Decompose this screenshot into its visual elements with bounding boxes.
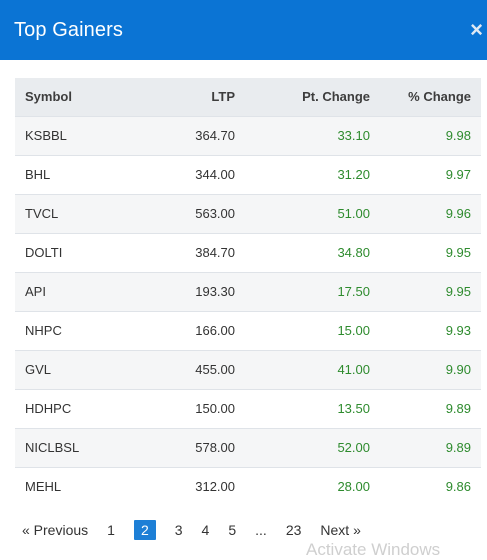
gainers-table-container: Symbol LTP Pt. Change % Change KSBBL 364… [0,60,487,506]
table-row[interactable]: KSBBL 364.70 33.10 9.98 [15,116,481,155]
page-link-5[interactable]: 5 [228,522,237,538]
page-link-2-active[interactable]: 2 [133,520,156,540]
pt-change-cell: 52.00 [337,440,370,455]
page-link-23[interactable]: 23 [285,522,302,538]
table-row[interactable]: MEHL 312.00 28.00 9.86 [15,467,481,506]
symbol-cell: MEHL [25,479,62,495]
pt-change-cell: 34.80 [337,245,370,260]
pct-change-cell: 9.95 [445,245,471,260]
next-page-link[interactable]: Next » [320,522,361,538]
page-ellipsis: ... [255,522,267,538]
pt-change-cell: 15.00 [337,323,370,338]
column-header-symbol[interactable]: Symbol [25,89,72,105]
symbol-cell: NICLBSL [25,440,80,455]
table-row[interactable]: HDHPC 150.00 13.50 9.89 [15,389,481,428]
column-header-ltp[interactable]: LTP [211,89,235,105]
pt-change-cell: 13.50 [337,401,370,416]
symbol-cell: DOLTI [25,245,63,260]
table-row[interactable]: API 193.30 17.50 9.95 [15,272,481,311]
pt-change-cell: 28.00 [337,479,370,495]
gainers-table: Symbol LTP Pt. Change % Change KSBBL 364… [15,78,481,506]
ltp-cell: 344.00 [195,167,235,182]
pt-change-cell: 17.50 [337,284,370,299]
pct-change-cell: 9.95 [445,284,471,299]
pt-change-cell: 51.00 [337,206,370,221]
symbol-cell: KSBBL [25,128,67,143]
table-row[interactable]: DOLTI 384.70 34.80 9.95 [15,233,481,272]
ltp-cell: 166.00 [195,323,235,338]
column-header-pt-change[interactable]: Pt. Change [302,89,370,105]
modal-header: Top Gainers × [0,0,487,60]
pct-change-cell: 9.89 [445,440,471,455]
ltp-cell: 312.00 [195,479,235,495]
ltp-cell: 384.70 [195,245,235,260]
pct-change-cell: 9.90 [445,362,471,377]
ltp-cell: 563.00 [195,206,235,221]
symbol-cell: NHPC [25,323,62,338]
activate-windows-watermark: Activate Windows [306,540,441,559]
pct-change-cell: 9.97 [445,167,471,182]
pct-change-cell: 9.96 [445,206,471,221]
pct-change-cell: 9.89 [445,401,471,416]
symbol-cell: API [25,284,46,299]
page-link-1[interactable]: 1 [107,522,115,538]
pagination: « Previous 1 2 3 4 5 ... 23 Next » [22,520,380,540]
symbol-cell: GVL [25,362,52,377]
previous-page-link[interactable]: « Previous [22,522,89,538]
pct-change-cell: 9.93 [445,323,471,338]
symbol-cell: TVCL [25,206,59,221]
symbol-cell: BHL [25,167,51,182]
page-link-3[interactable]: 3 [174,522,183,538]
table-row[interactable]: GVL 455.00 41.00 9.90 [15,350,481,389]
table-row[interactable]: TVCL 563.00 51.00 9.96 [15,194,481,233]
pt-change-cell: 31.20 [337,167,370,182]
modal-title: Top Gainers [14,18,123,41]
close-icon[interactable]: × [470,17,483,42]
symbol-cell: HDHPC [25,401,72,416]
page-link-4[interactable]: 4 [201,522,210,538]
ltp-cell: 455.00 [195,362,235,377]
pct-change-cell: 9.86 [445,479,471,495]
ltp-cell: 364.70 [195,128,235,143]
column-header-pct-change[interactable]: % Change [408,89,471,105]
ltp-cell: 150.00 [195,401,235,416]
pt-change-cell: 33.10 [337,128,370,143]
pct-change-cell: 9.98 [445,128,471,143]
table-row[interactable]: NHPC 166.00 15.00 9.93 [15,311,481,350]
table-row[interactable]: NICLBSL 578.00 52.00 9.89 [15,428,481,467]
pt-change-cell: 41.00 [337,362,370,377]
ltp-cell: 193.30 [195,284,235,299]
ltp-cell: 578.00 [195,440,235,455]
table-header-row: Symbol LTP Pt. Change % Change [15,78,481,116]
table-row[interactable]: BHL 344.00 31.20 9.97 [15,155,481,194]
